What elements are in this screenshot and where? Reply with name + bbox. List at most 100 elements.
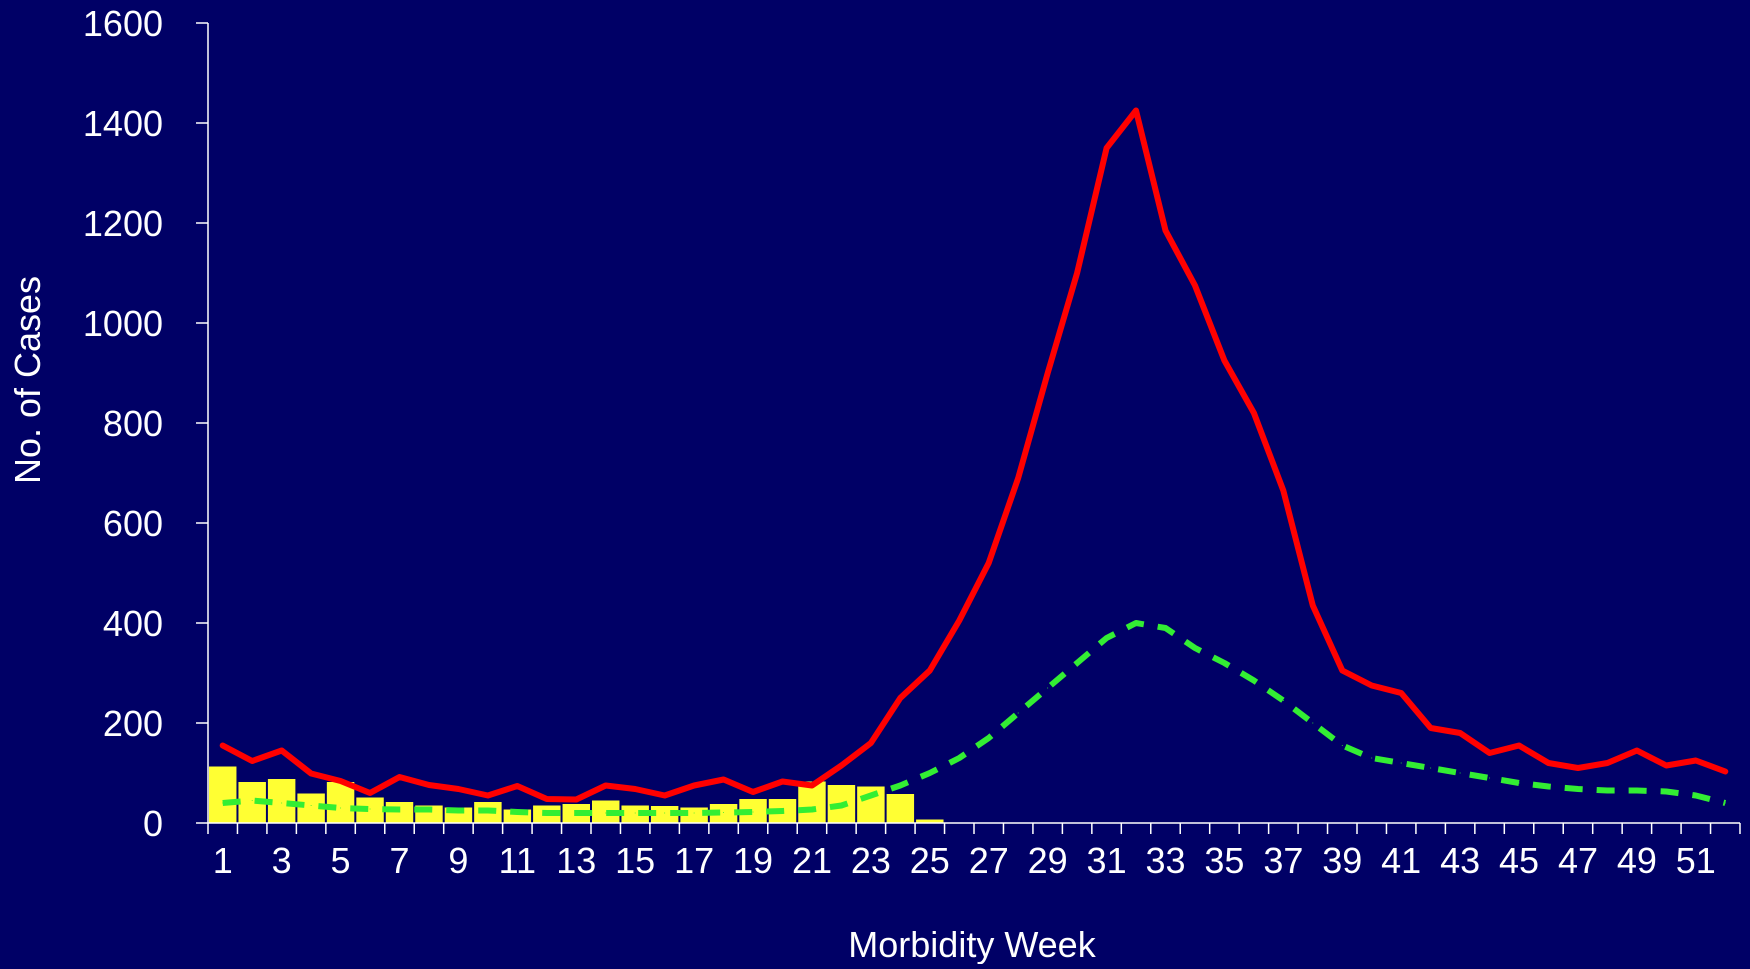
- line-point: [546, 812, 548, 814]
- y-tick-label: 600: [103, 503, 163, 544]
- line-point: [281, 750, 283, 751]
- line-point: [1665, 765, 1667, 766]
- line-point: [1282, 490, 1284, 491]
- line-point: [1606, 762, 1608, 764]
- line-point: [516, 811, 518, 813]
- line-point: [1577, 788, 1579, 790]
- line-point: [457, 788, 459, 790]
- line-point: [634, 812, 636, 814]
- line-point: [1165, 627, 1166, 629]
- line-point: [1253, 412, 1255, 414]
- line-point: [1106, 147, 1108, 149]
- line-point: [1636, 750, 1638, 751]
- line-point: [546, 798, 548, 800]
- line-point: [870, 742, 872, 744]
- line-point: [929, 772, 931, 774]
- x-tick-label: 31: [1087, 840, 1127, 881]
- line-point: [693, 785, 695, 786]
- line-point: [605, 785, 607, 786]
- line-point: [1135, 622, 1137, 624]
- line-point: [693, 812, 695, 814]
- line-point: [575, 812, 577, 814]
- y-axis-label: No. of Cases: [7, 276, 48, 484]
- bar-series: [209, 766, 944, 823]
- line-point: [958, 620, 960, 621]
- y-tick-label: 1000: [83, 303, 163, 344]
- line-point: [782, 810, 783, 812]
- x-tick-label: 21: [792, 840, 832, 881]
- x-tick-label: 39: [1322, 840, 1362, 881]
- x-tick-label: 43: [1440, 840, 1480, 881]
- line-point: [251, 800, 253, 801]
- line-point: [310, 805, 312, 806]
- x-tick-label: 9: [448, 840, 468, 881]
- line-point: [1489, 752, 1491, 754]
- x-tick-label: 47: [1558, 840, 1598, 881]
- x-tick-label: 7: [389, 840, 409, 881]
- line-point: [399, 776, 400, 778]
- line-point: [1076, 662, 1078, 664]
- x-tick-label: 25: [910, 840, 950, 881]
- x-tick-label: 13: [556, 840, 596, 881]
- line-point: [1577, 767, 1579, 769]
- line-point: [1459, 732, 1461, 734]
- dashed-line-series: [222, 620, 1727, 816]
- line-point: [899, 785, 901, 786]
- x-tick-label: 15: [615, 840, 655, 881]
- line-point: [1223, 360, 1225, 361]
- line-point: [723, 779, 725, 780]
- line-point: [1430, 727, 1432, 729]
- line-point: [811, 809, 813, 810]
- line-point: [1017, 712, 1019, 714]
- line-point: [1695, 760, 1697, 761]
- bar: [209, 766, 237, 823]
- x-tick-label: 5: [331, 840, 351, 881]
- line-point: [1282, 700, 1284, 701]
- x-tick-label: 23: [851, 840, 891, 881]
- line-point: [870, 795, 872, 796]
- line-point: [222, 802, 224, 804]
- line-point: [1047, 372, 1049, 374]
- line-point: [1341, 745, 1343, 746]
- x-axis-label: Morbidity Week: [848, 924, 1096, 964]
- line-point: [752, 811, 754, 813]
- line-point: [634, 788, 636, 790]
- line-point: [487, 810, 489, 811]
- line-point: [840, 765, 842, 766]
- x-tick-label: 49: [1617, 840, 1657, 881]
- line-point: [1724, 802, 1726, 804]
- bar: [709, 804, 738, 823]
- line-point: [1194, 647, 1196, 649]
- line-point: [1518, 782, 1520, 784]
- line-point: [811, 785, 813, 786]
- line-point: [958, 757, 960, 759]
- line-point: [1548, 786, 1549, 787]
- line-point: [988, 562, 990, 564]
- x-tick-label: 3: [272, 840, 292, 881]
- line-point: [369, 792, 371, 794]
- line-point: [1341, 670, 1343, 671]
- bar: [385, 802, 414, 823]
- y-tick-label: 800: [103, 403, 163, 444]
- line-point: [605, 812, 607, 814]
- line-point: [281, 802, 283, 804]
- line-point: [1548, 762, 1549, 764]
- x-tick-label: 51: [1676, 840, 1716, 881]
- line-point: [664, 795, 666, 796]
- line-point: [1017, 477, 1019, 479]
- line-point: [310, 773, 312, 774]
- y-tick-label: 400: [103, 603, 163, 644]
- line-point: [340, 807, 342, 809]
- line-point: [340, 780, 342, 782]
- line-point: [1253, 680, 1255, 681]
- line-point: [1223, 662, 1225, 664]
- line-point: [428, 809, 430, 810]
- line-point: [1724, 771, 1726, 772]
- line-point: [1312, 605, 1314, 606]
- bar: [592, 800, 620, 823]
- line-point: [399, 809, 400, 810]
- line-point: [1371, 685, 1373, 686]
- y-tick-label: 1200: [83, 203, 163, 244]
- line-point: [988, 737, 990, 739]
